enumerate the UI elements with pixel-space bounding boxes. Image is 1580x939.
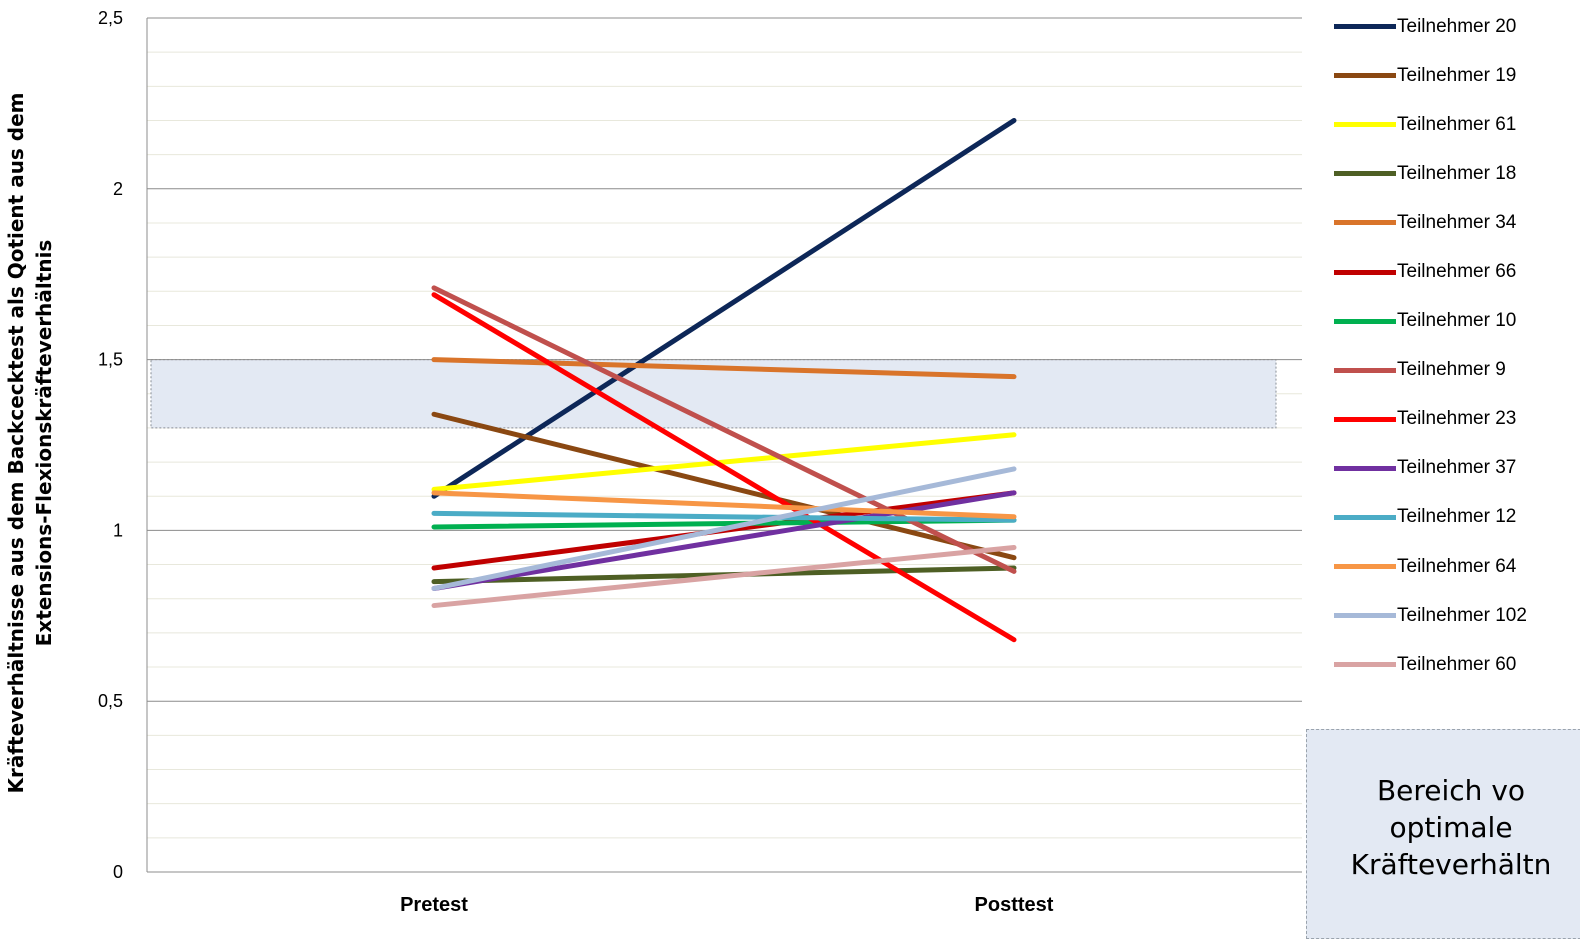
series-line — [431, 117, 1017, 499]
x-tick-label: Pretest — [400, 894, 468, 916]
y-axis-title-line-2: Extensions-Flexionskräfteverhältnis — [32, 239, 56, 647]
legend-label: Teilnehmer 37 — [1397, 457, 1517, 479]
series-lines — [431, 117, 1017, 643]
legend: Teilnehmer 20 Teilnehmer 19 Teilnehmer 61 T… — [1334, 2, 1574, 689]
legend-item: Teilnehmer 60 — [1334, 640, 1574, 689]
legend-item: Teilnehmer 9 — [1334, 346, 1574, 395]
series-line — [431, 357, 1017, 380]
legend-swatch — [1334, 564, 1396, 570]
legend-swatch — [1334, 613, 1396, 619]
legend-label: Teilnehmer 66 — [1397, 261, 1517, 283]
y-axis-title-line-1: Kräfteverhältnisse aus dem Backcecktest … — [4, 92, 28, 794]
legend-swatch — [1334, 318, 1396, 324]
legend-item: Teilnehmer 66 — [1334, 247, 1574, 296]
optimal-range-band — [150, 359, 1277, 429]
legend-swatch — [1334, 465, 1396, 471]
legend-label: Teilnehmer 61 — [1397, 113, 1517, 135]
legend-swatch — [1334, 220, 1396, 226]
minor-gridlines — [147, 51, 1302, 839]
legend-item: Teilnehmer 10 — [1334, 297, 1574, 346]
y-tick-label: 0,5 — [98, 691, 123, 711]
x-tick-labels: Pretest Posttest — [400, 894, 1054, 916]
legend-swatch — [1334, 122, 1396, 128]
legend-item: Teilnehmer 23 — [1334, 395, 1574, 444]
optimal-range-rect — [150, 359, 1277, 429]
legend-label: Teilnehmer 18 — [1397, 162, 1517, 184]
legend-label: Teilnehmer 9 — [1397, 359, 1506, 381]
legend-item: Teilnehmer 37 — [1334, 444, 1574, 493]
y-tick-label: 1 — [113, 520, 123, 540]
legend-item: Teilnehmer 34 — [1334, 198, 1574, 247]
series-line — [431, 466, 1017, 591]
legend-label: Teilnehmer 60 — [1397, 653, 1517, 675]
legend-swatch — [1334, 73, 1396, 79]
series-line — [431, 285, 1017, 574]
optimal-range-note-line-1: Bereich vo — [1376, 774, 1526, 807]
legend-swatch — [1334, 24, 1396, 30]
legend-item: Teilnehmer 102 — [1334, 591, 1574, 640]
legend-item: Teilnehmer 19 — [1334, 51, 1574, 100]
legend-item: Teilnehmer 20 — [1334, 2, 1574, 51]
legend-item: Teilnehmer 61 — [1334, 100, 1574, 149]
y-axis-title: Kräfteverhältnisse aus dem Backcecktest … — [2, 33, 58, 853]
y-tick-label: 1,5 — [98, 350, 123, 370]
legend-swatch — [1334, 662, 1396, 668]
legend-label: Teilnehmer 20 — [1397, 15, 1517, 37]
series-line — [431, 292, 1017, 643]
y-tick-label: 2,5 — [98, 8, 123, 28]
y-tick-label: 0 — [113, 862, 123, 882]
y-tick-labels: 0 0,5 1 1,5 2 2,5 — [98, 8, 123, 882]
series-line — [431, 490, 1017, 520]
legend-swatch — [1334, 269, 1396, 275]
legend-swatch — [1334, 171, 1396, 177]
optimal-range-note-line-3: Kräfteverhältn — [1350, 848, 1552, 881]
optimal-range-note: Bereich vo optimale Kräfteverhältn — [1306, 729, 1580, 939]
legend-label: Teilnehmer 10 — [1397, 310, 1517, 332]
plot-axes — [146, 18, 1302, 873]
series-line — [431, 510, 1017, 523]
series-line — [431, 490, 1017, 591]
legend-label: Teilnehmer 23 — [1397, 408, 1517, 430]
legend-label: Teilnehmer 34 — [1397, 211, 1517, 233]
legend-item: Teilnehmer 12 — [1334, 493, 1574, 542]
legend-label: Teilnehmer 19 — [1397, 64, 1517, 86]
optimal-range-note-line-2: optimale — [1389, 811, 1513, 844]
legend-label: Teilnehmer 64 — [1397, 555, 1517, 577]
legend-swatch — [1334, 416, 1396, 422]
x-tick-label: Posttest — [975, 894, 1054, 916]
series-line — [431, 411, 1017, 561]
legend-item: Teilnehmer 64 — [1334, 542, 1574, 591]
series-line — [431, 544, 1017, 609]
legend-swatch — [1334, 367, 1396, 373]
legend-label: Teilnehmer 12 — [1397, 506, 1517, 528]
legend-item: Teilnehmer 18 — [1334, 149, 1574, 198]
series-line — [431, 432, 1017, 492]
legend-swatch — [1334, 514, 1396, 520]
y-tick-label: 2 — [113, 179, 123, 199]
legend-label: Teilnehmer 102 — [1397, 604, 1527, 626]
